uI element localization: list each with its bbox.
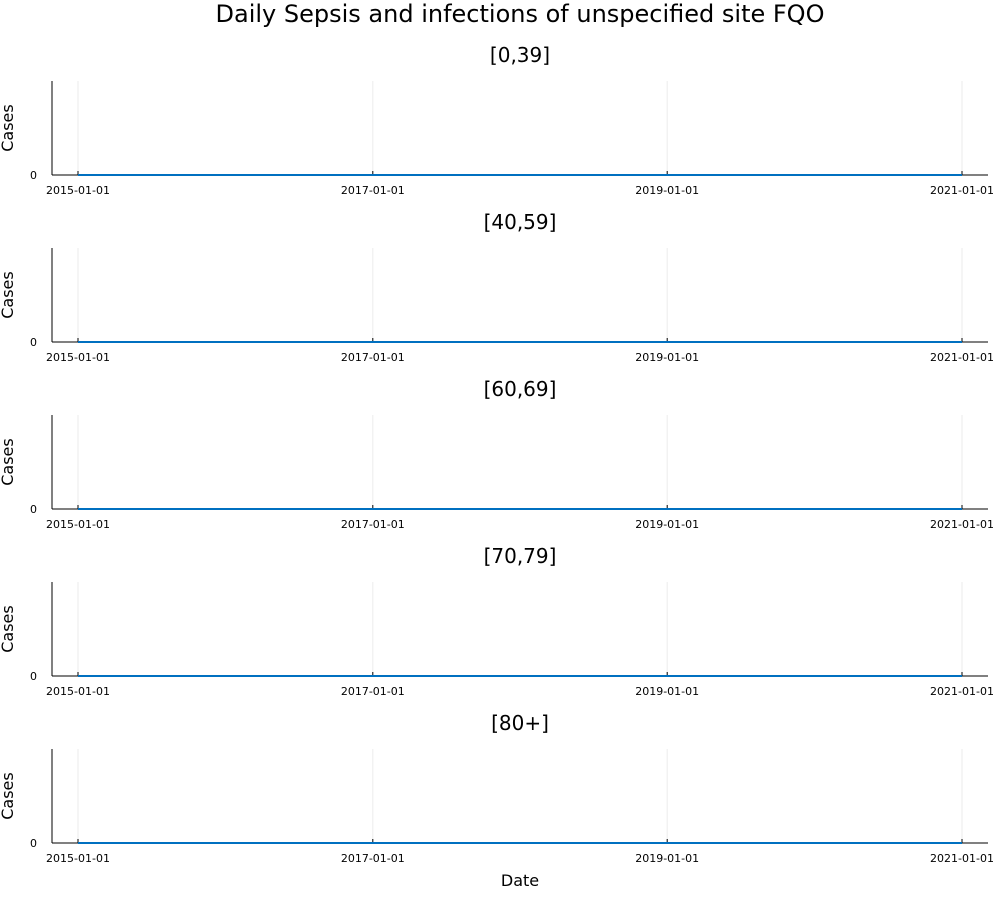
panel-title: [80+] — [491, 711, 549, 735]
x-tick-label: 2015-01-01 — [46, 518, 110, 531]
x-tick-label: 2019-01-01 — [635, 518, 699, 531]
x-tick-label: 2021-01-01 — [930, 685, 994, 698]
y-axis-label: Cases — [0, 104, 17, 152]
x-tick-label: 2019-01-01 — [635, 685, 699, 698]
x-axis-label: Date — [501, 871, 539, 890]
x-tick-label: 2021-01-01 — [930, 351, 994, 364]
y-axis-label: Cases — [0, 772, 17, 820]
panel-title: [60,69] — [484, 377, 557, 401]
y-tick-label: 0 — [30, 169, 37, 182]
y-tick-label: 0 — [30, 336, 37, 349]
x-tick-label: 2021-01-01 — [930, 184, 994, 197]
x-tick-label: 2019-01-01 — [635, 184, 699, 197]
y-tick-label: 0 — [30, 503, 37, 516]
panel-3: [60,69] 2015-01-01 2017-01-01 2019-01-01 202… — [0, 377, 994, 531]
y-axis-label: Cases — [0, 605, 17, 653]
x-tick-label: 2015-01-01 — [46, 351, 110, 364]
x-tick-label: 2015-01-01 — [46, 685, 110, 698]
panel-5: [80+] 2015-01-01 2017-01-01 2019-01-01 2021-… — [0, 711, 994, 865]
panel-1: [0,39] 2015-01-01 2017-01-01 2019-01-01 2021… — [0, 43, 994, 197]
panel-title: [40,59] — [484, 210, 557, 234]
x-tick-label: 2015-01-01 — [46, 184, 110, 197]
panels: [0,39] 2015-01-01 2017-01-01 2019-01-01 2021… — [0, 43, 994, 865]
x-tick-label: 2017-01-01 — [341, 184, 405, 197]
x-tick-label: 2017-01-01 — [341, 852, 405, 865]
panel-title: [70,79] — [484, 544, 557, 568]
x-tick-label: 2019-01-01 — [635, 852, 699, 865]
panel-4: [70,79] 2015-01-01 2017-01-01 2019-01-01 202… — [0, 544, 994, 698]
x-tick-label: 2021-01-01 — [930, 518, 994, 531]
chart-title: Daily Sepsis and infections of unspecifi… — [216, 0, 825, 28]
y-tick-label: 0 — [30, 670, 37, 683]
x-tick-label: 2017-01-01 — [341, 685, 405, 698]
y-tick-label: 0 — [30, 837, 37, 850]
x-tick-label: 2019-01-01 — [635, 351, 699, 364]
x-tick-label: 2015-01-01 — [46, 852, 110, 865]
y-axis-label: Cases — [0, 438, 17, 486]
panel-title: [0,39] — [490, 43, 550, 67]
panel-2: [40,59] 2015-01-01 2017-01-01 2019-01-01 202… — [0, 210, 994, 364]
x-tick-label: 2017-01-01 — [341, 351, 405, 364]
x-tick-label: 2017-01-01 — [341, 518, 405, 531]
x-tick-label: 2021-01-01 — [930, 852, 994, 865]
y-axis-label: Cases — [0, 271, 17, 319]
